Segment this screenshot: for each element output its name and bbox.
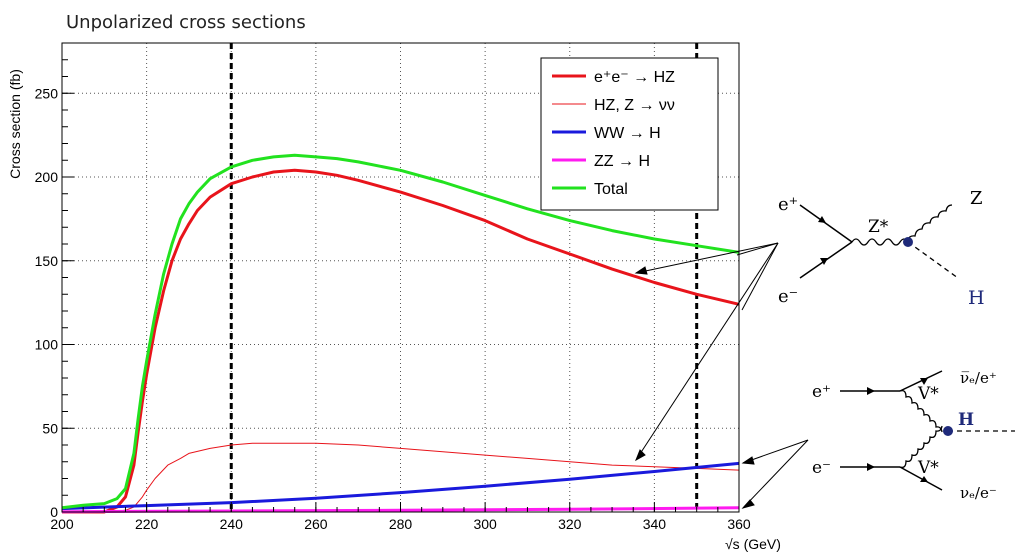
vbf-v-top-line	[899, 389, 943, 433]
label-eplus: e⁺	[778, 194, 798, 215]
zstar-propagator	[851, 238, 909, 246]
label-h: H	[968, 287, 985, 309]
arrowhead-3	[741, 456, 755, 465]
arrow-line-2	[635, 242, 779, 461]
vbf-out-bottom-line	[899, 466, 943, 491]
arrow-line-1	[635, 242, 779, 274]
arrow-line-4	[742, 439, 809, 509]
x-tick-label: 360	[727, 516, 751, 532]
x-tick-label: 200	[50, 516, 74, 532]
eminus-arrow-icon	[820, 258, 828, 265]
z-boson-line	[907, 204, 953, 243]
axes-layer: 200 220 240 260 280 300 320 340 360 0 50 100 150 200 2…	[35, 42, 751, 532]
x-tick-label: 240	[220, 516, 244, 532]
vbf-label-out-bottom: νₑ/e⁻	[960, 484, 997, 502]
y-tick-label: 0	[50, 504, 58, 520]
vbf-label-out-top: ν̅ₑ/e⁺	[960, 369, 997, 387]
x-tick-label: 280	[389, 516, 413, 532]
vbf-out-top-arrow-icon	[920, 378, 928, 385]
y-tick-label: 250	[35, 85, 59, 101]
x-tick-label: 320	[558, 516, 582, 532]
higgs-line	[907, 241, 959, 279]
legend-label: e⁺e⁻ → HZ	[594, 69, 675, 86]
vbf-out-bottom-arrow-icon	[920, 476, 928, 482]
vbf-label-eminus: e⁻	[812, 458, 831, 478]
y-tick-label: 200	[35, 169, 59, 185]
y-tick-label: 50	[42, 420, 58, 436]
vbf-eminus-arrow-icon	[867, 463, 875, 471]
arrowhead-2	[635, 449, 646, 462]
page-title: Unpolarized cross sections	[66, 12, 306, 33]
y-tick-label: 150	[35, 253, 59, 269]
series-line	[61, 461, 740, 511]
x-tick-label: 340	[643, 516, 667, 532]
vbf-out-top-line	[899, 370, 943, 392]
feynman-diagram-vbf: e⁺ e⁻ V* V* H ν̅ₑ/e⁺ νₑ/e⁻	[812, 369, 1015, 502]
x-tick-label: 220	[135, 516, 159, 532]
legend-label: ZZ → H	[594, 153, 650, 170]
legend-box	[540, 57, 719, 211]
arrow-line-5	[736, 242, 779, 256]
vbf-v-bottom-line	[899, 425, 943, 469]
legend-label: WW → H	[594, 125, 661, 142]
vbf-label-v-top: V*	[917, 384, 939, 404]
label-z: Z	[970, 188, 983, 209]
vbf-eplus-arrow-icon	[867, 387, 875, 395]
series-line	[62, 168, 740, 514]
y-axis-label: Cross section (fb)	[7, 69, 23, 179]
vbf-vertex-icon	[943, 426, 953, 436]
eplus-line	[799, 204, 853, 243]
legend-label: Total	[594, 181, 628, 198]
arrowhead-4	[741, 499, 755, 509]
hz-vertex-icon	[903, 237, 913, 247]
y-tick-label: 100	[35, 337, 59, 353]
arrow-line-6	[741, 242, 779, 311]
series-line	[62, 442, 740, 513]
vbf-label-v-bottom: V*	[917, 458, 939, 478]
x-axis-label: √s (GeV)	[725, 536, 781, 552]
x-tick-label: 300	[473, 516, 497, 532]
x-tick-label: 260	[304, 516, 328, 532]
annotation-arrows	[634, 242, 809, 509]
vbf-label-h: H	[958, 410, 974, 430]
eplus-arrow-icon	[818, 216, 826, 223]
label-zstar: Z*	[868, 217, 889, 237]
legend-label: HZ, Z → νν	[594, 97, 675, 114]
label-eminus: e⁻	[778, 286, 798, 307]
legend: e⁺e⁻ → HZ HZ, Z → νν WW → H ZZ → H Total	[540, 57, 719, 211]
vbf-label-eplus: e⁺	[812, 382, 831, 402]
feynman-diagram-zh: e⁺ e⁻ Z* Z H	[778, 188, 985, 309]
arrowhead-1	[634, 266, 648, 275]
arrow-line-3	[742, 439, 809, 464]
series-line	[61, 153, 740, 510]
